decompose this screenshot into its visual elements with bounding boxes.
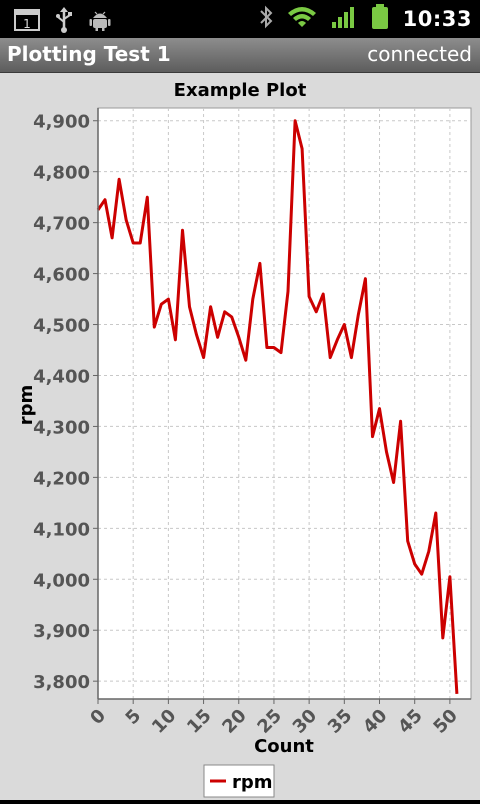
y-tick-label: 4,400 [33,366,90,387]
y-axis-label: rpm [16,385,37,426]
connection-status: connected [367,42,472,66]
x-tick-label: 0 [86,705,110,729]
legend-label-rpm: rpm [232,772,273,793]
y-tick-label: 4,600 [33,265,90,286]
y-tick-label: 4,300 [33,417,90,438]
status-clock: 10:33 [402,7,472,31]
legend: rpm [203,764,275,798]
plot-area [97,107,472,700]
x-tick-label: 15 [183,705,216,738]
x-tick-label: 10 [148,705,181,738]
x-tick-label: 35 [324,705,357,738]
y-axis-ticks: 3,800 3,900 4,000 4,100 4,200 4,300 4,400 4,500… [33,112,98,693]
app-title: Plotting Test 1 [7,42,171,66]
y-tick-label: 4,800 [33,163,90,184]
y-tick-label: 3,800 [33,672,90,693]
y-tick-label: 4,200 [33,468,90,489]
usb-icon [54,7,74,37]
y-tick-label: 4,100 [33,519,90,540]
android-debug-icon [88,8,112,36]
x-tick-label: 25 [253,705,286,738]
signal-icon [331,5,357,33]
line-chart[interactable]: Example Plot 3,800 3,900 4,000 4,100 4,200 4,… [0,73,480,800]
notification-icon[interactable]: 1 [14,8,40,36]
status-bar: 1 [0,0,480,38]
x-axis-ticks: 0 5 10 15 20 25 30 35 40 45 50 [86,699,462,738]
wifi-icon [287,5,317,33]
x-tick-label: 5 [122,705,146,729]
x-tick-label: 30 [289,705,322,738]
y-tick-label: 4,700 [33,214,90,235]
x-axis-label: Count [254,736,314,757]
y-tick-label: 4,000 [33,570,90,591]
notification-count: 1 [23,17,31,31]
app-title-bar: Plotting Test 1 connected [0,38,480,73]
x-tick-label: 20 [218,705,251,738]
x-tick-label: 45 [394,705,427,738]
x-tick-label: 40 [359,705,392,738]
y-tick-label: 4,500 [33,316,90,337]
y-tick-label: 3,900 [33,621,90,642]
plot-panel: Example Plot 3,800 3,900 4,000 4,100 4,200 4,… [0,73,480,800]
bluetooth-icon [259,5,273,33]
chart-title: Example Plot [174,80,307,101]
y-tick-label: 4,900 [33,112,90,133]
x-tick-label: 50 [429,705,462,738]
series-line-rpm [96,119,459,694]
battery-icon [371,4,389,34]
